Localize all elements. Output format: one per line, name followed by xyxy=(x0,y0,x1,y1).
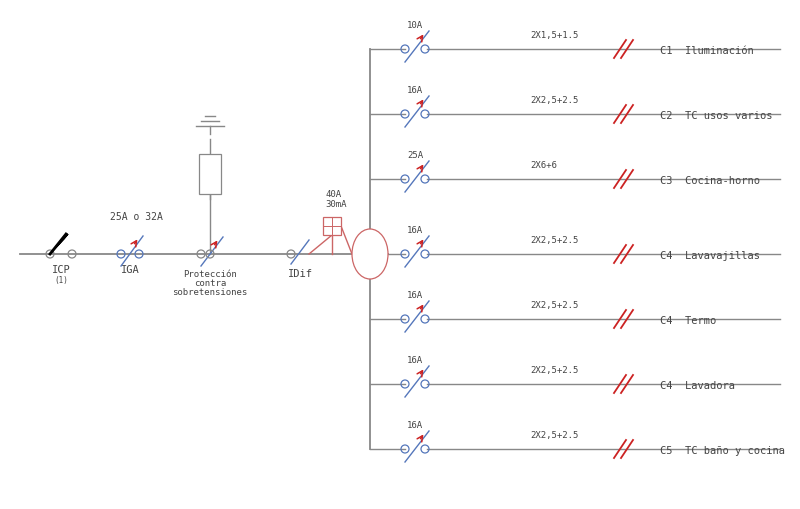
Text: 16A: 16A xyxy=(407,291,423,299)
Text: 40A: 40A xyxy=(325,190,341,199)
Text: sobretensiones: sobretensiones xyxy=(172,288,248,296)
Text: IDif: IDif xyxy=(287,268,313,278)
Text: 2X2,5+2.5: 2X2,5+2.5 xyxy=(530,96,578,105)
Text: C4  Termo: C4 Termo xyxy=(660,316,716,325)
Polygon shape xyxy=(50,235,68,254)
Text: C1  Iluminación: C1 Iluminación xyxy=(660,46,754,56)
Bar xyxy=(323,217,341,236)
Text: C4  Lavavajillas: C4 Lavavajillas xyxy=(660,250,760,261)
Text: 2X2,5+2.5: 2X2,5+2.5 xyxy=(530,300,578,309)
Text: Protección: Protección xyxy=(183,269,237,278)
Text: (1): (1) xyxy=(54,275,68,285)
Text: 2X2,5+2.5: 2X2,5+2.5 xyxy=(530,365,578,374)
Text: 25A: 25A xyxy=(407,151,423,160)
Text: 10A: 10A xyxy=(407,21,423,30)
Text: IGA: IGA xyxy=(121,265,139,274)
Text: C4  Lavadora: C4 Lavadora xyxy=(660,380,735,390)
Text: C2  TC usos varios: C2 TC usos varios xyxy=(660,111,773,121)
Text: 16A: 16A xyxy=(407,355,423,364)
Bar xyxy=(199,155,221,194)
Text: C5  TC baño y cocina: C5 TC baño y cocina xyxy=(660,445,785,455)
Text: 2X6+6: 2X6+6 xyxy=(530,161,557,169)
Text: 16A: 16A xyxy=(407,420,423,429)
Text: 2X1,5+1.5: 2X1,5+1.5 xyxy=(530,31,578,40)
Text: 16A: 16A xyxy=(407,86,423,95)
Text: 2X2,5+2.5: 2X2,5+2.5 xyxy=(530,430,578,439)
Text: ICP: ICP xyxy=(52,265,70,274)
Text: 30mA: 30mA xyxy=(325,200,346,209)
Text: 16A: 16A xyxy=(407,225,423,235)
Text: 25A o 32A: 25A o 32A xyxy=(110,212,163,221)
Text: C3  Cocina-horno: C3 Cocina-horno xyxy=(660,176,760,186)
Text: 2X2,5+2.5: 2X2,5+2.5 xyxy=(530,236,578,244)
Text: contra: contra xyxy=(194,278,226,288)
Ellipse shape xyxy=(352,230,388,279)
